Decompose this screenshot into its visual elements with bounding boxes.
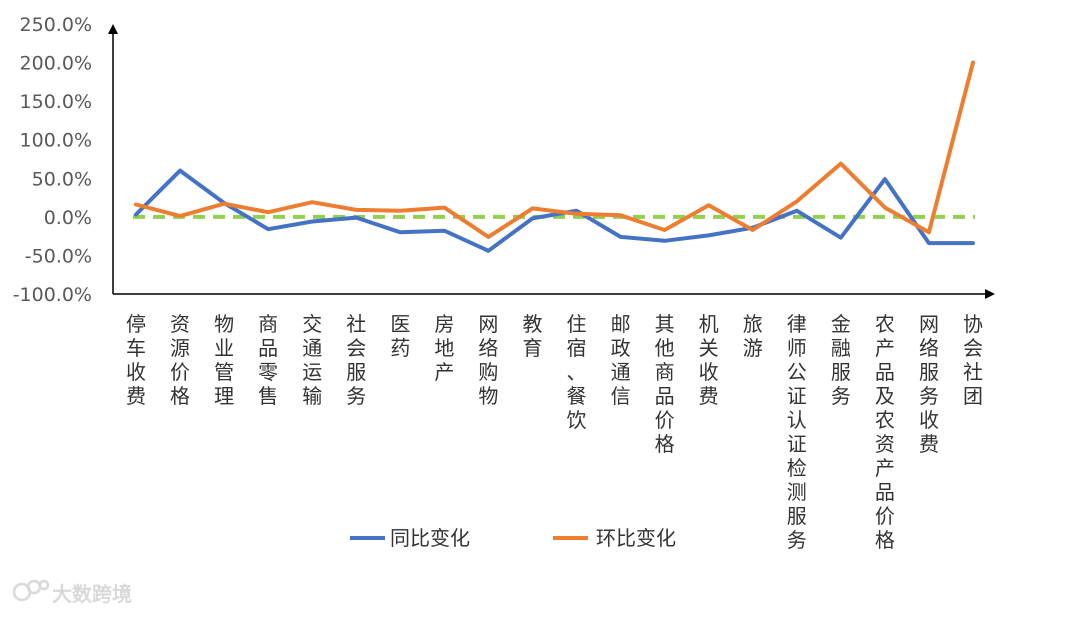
y-tick-label: -100.0% (13, 284, 92, 306)
y-tick-label: 50.0% (32, 168, 92, 190)
y-tick-label: 100.0% (20, 130, 92, 152)
x-tick-label: 网络服务收费 (919, 312, 939, 456)
x-tick-label: 农产品及农资产品价格 (875, 312, 895, 552)
y-axis-ticks: 250.0% 200.0% 150.0% 100.0% 50.0% 0.0% -50.0% -… (13, 14, 92, 306)
series-layer (136, 62, 973, 250)
y-tick-label: 0.0% (44, 207, 92, 229)
x-tick-label: 金融服务 (831, 312, 851, 408)
x-tick-label: 商品零售 (258, 312, 278, 408)
y-tick-label: 250.0% (20, 14, 92, 36)
x-tick-label: 资源价格 (170, 312, 190, 408)
x-tick-label: 医药 (390, 312, 410, 360)
x-tick-label: 物业管理 (214, 312, 234, 408)
x-tick-label: 协会社团 (963, 312, 983, 408)
x-tick-label: 网络购物 (478, 312, 498, 408)
watermark-logo-icon (14, 581, 48, 600)
x-tick-label: 社会服务 (346, 312, 366, 408)
watermark: 大数跨境 (14, 581, 132, 606)
x-tick-label: 旅游 (743, 312, 763, 360)
y-tick-label: 200.0% (20, 53, 92, 75)
x-axis-labels: 停车收费 资源价格 物业管理 商品零售 交通运输 社会服务 医药 房地产 网络购物 教育 住宿、餐饮… (126, 312, 983, 552)
y-axis-arrow-icon (108, 24, 118, 34)
x-tick-label: 交通运输 (302, 312, 322, 408)
x-tick-label: 其他商品价格 (655, 312, 675, 456)
series-line-2 (136, 63, 973, 237)
y-tick-label: 150.0% (20, 91, 92, 113)
legend-label: 环比变化 (596, 526, 676, 550)
legend-label: 同比变化 (390, 526, 470, 550)
y-tick-label: -50.0% (25, 245, 92, 267)
x-axis-arrow-icon (985, 289, 995, 299)
x-tick-label: 停车收费 (126, 312, 146, 408)
x-tick-label: 房地产 (434, 312, 454, 384)
legend: 同比变化 环比变化 (350, 526, 676, 550)
x-tick-label: 教育 (522, 312, 542, 360)
axes (108, 24, 995, 299)
x-tick-label: 邮政通信 (611, 312, 631, 408)
x-tick-label: 律师公证认证检测服务 (787, 312, 807, 552)
x-tick-label: 机关收费 (699, 312, 719, 408)
x-tick-label: 住宿、餐饮 (567, 312, 587, 432)
watermark-text: 大数跨境 (52, 582, 132, 606)
